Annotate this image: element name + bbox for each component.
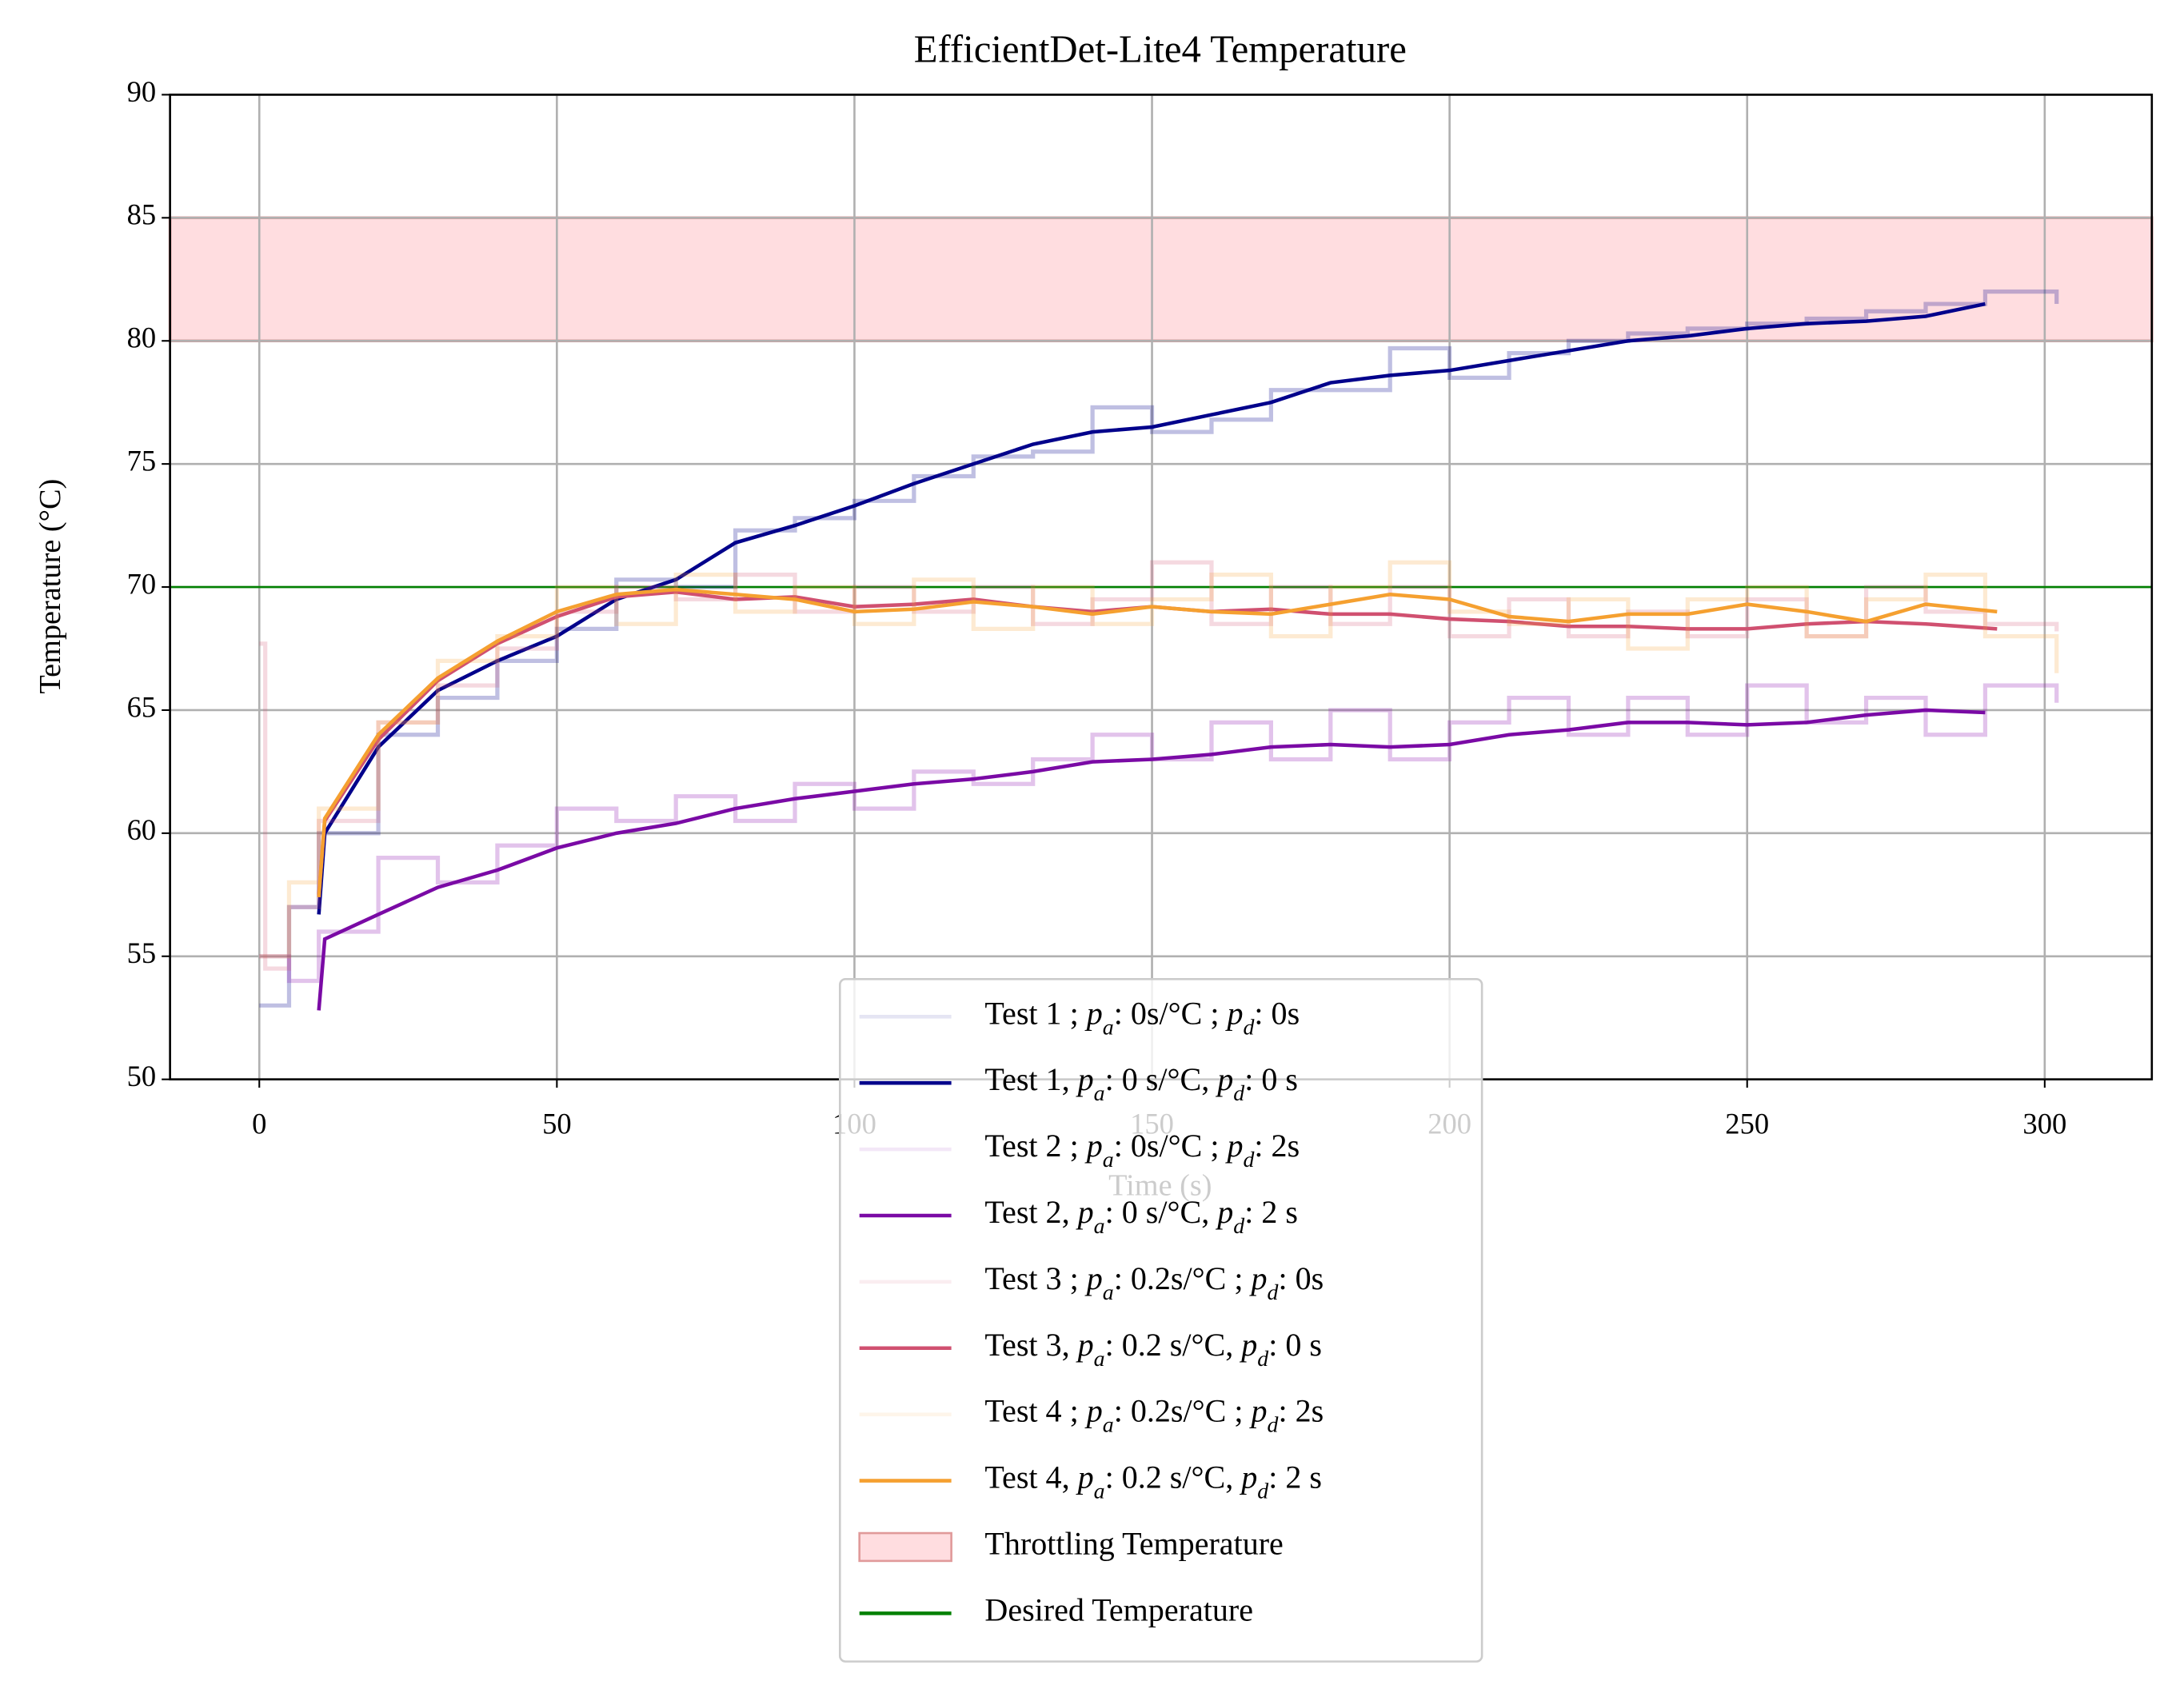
x-tick-label: 300 [2022,1107,2066,1140]
raw-line [259,560,2059,959]
y-tick-label: 70 [127,567,157,600]
y-tick-label: 65 [127,690,157,723]
legend [838,977,1483,1663]
legend-label: Test 1 ; pa: 0s/°C ; pd: 0s [984,995,1300,1040]
legend-label: Test 4, pa: 0.2 s/°C, pd: 2 s [984,1459,1322,1504]
legend-label: Test 2 ; pa: 0s/°C ; pd: 2s [984,1128,1300,1172]
smoothed-line [317,587,1998,898]
y-tick-label: 50 [127,1060,157,1092]
legend-swatch [858,1531,952,1563]
y-tick-label: 75 [127,445,157,477]
raw-line [259,289,2059,1008]
chart-title: EfficientDet-Lite4 Temperature [914,27,1407,70]
smoothed-line [317,708,1986,1011]
legend-label: Test 3, pa: 0.2 s/°C, pd: 0 s [984,1327,1322,1372]
y-axis-label: Temperature (°C) [34,479,67,694]
y-tick-label: 60 [127,813,157,846]
legend-label: Test 3 ; pa: 0.2s/°C ; pd: 0s [984,1260,1324,1305]
legend-label: Test 1, pa: 0 s/°C, pd: 0 s [984,1061,1298,1106]
y-tick-label: 55 [127,936,157,969]
y-tick-label: 90 [127,75,157,108]
legend-label: Desired Temperature [984,1592,1253,1628]
x-tick-label: 250 [1725,1107,1769,1140]
smoothed-line [317,301,1986,915]
raw-line [259,683,2059,984]
legend-label: Test 4 ; pa: 0.2s/°C ; pd: 2s [984,1393,1324,1438]
legend-label: Test 2, pa: 0 s/°C, pd: 2 s [984,1194,1298,1239]
raw-line [259,560,2059,971]
legend-label: Throttling Temperature [984,1526,1283,1562]
y-tick-label: 85 [127,198,157,231]
x-tick-label: 50 [542,1107,572,1140]
x-tick-label: 0 [252,1107,266,1140]
y-tick-label: 80 [127,321,157,354]
